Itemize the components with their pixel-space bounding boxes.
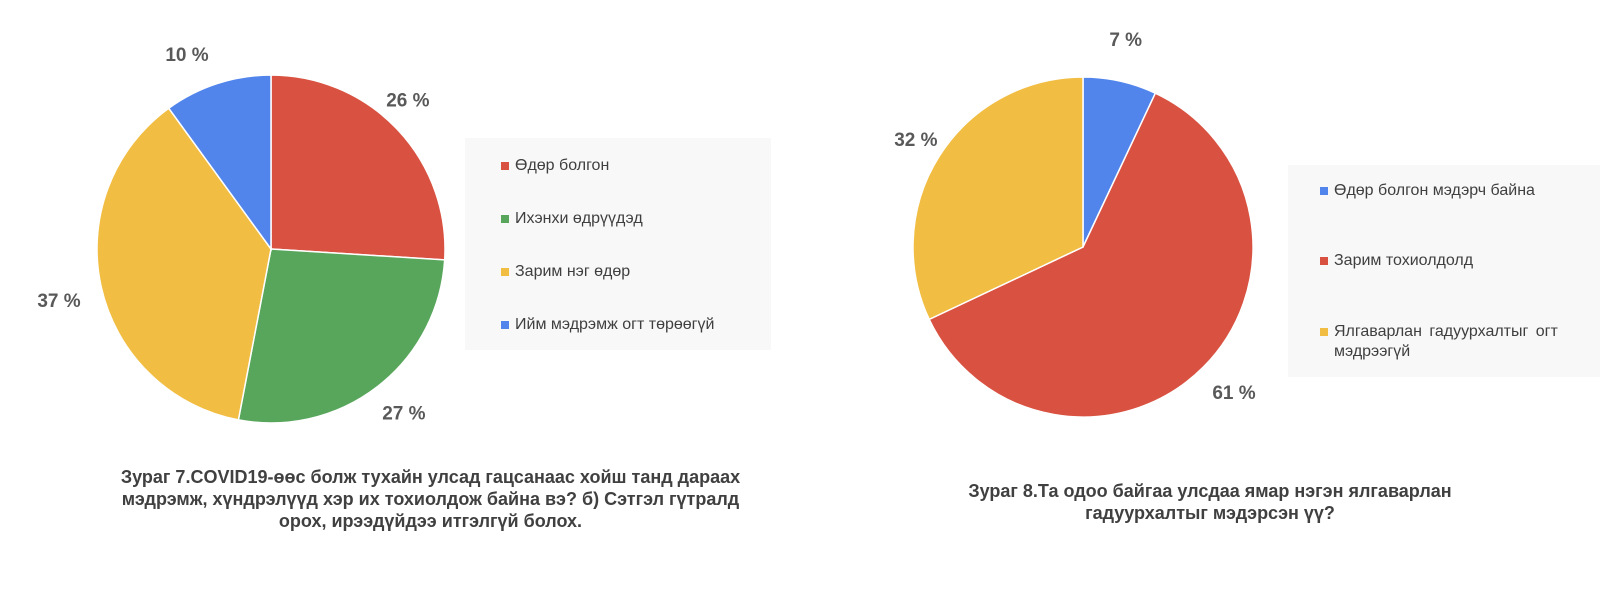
pie-slice-every-day	[270, 74, 446, 261]
legend-swatch	[1320, 257, 1328, 265]
caption-chart-1: Зураг 7.COVID19-өөс болж тухайн улсад га…	[120, 467, 741, 531]
data-label-feel-every-day: 7 %	[1109, 30, 1142, 51]
legend-swatch	[1320, 328, 1328, 336]
legend-item-never: Ийм мэдрэмж огт төрөөгүй	[501, 315, 714, 335]
legend-item-some-days: Зарим нэг өдөр	[501, 262, 630, 282]
legend-item-every-day: Өдөр болгон	[501, 156, 609, 176]
caption-chart-2: Зураг 8.Та одоо байгаа улсдаа ямар нэгэн…	[968, 481, 1452, 523]
data-label-most-days: 27 %	[382, 404, 425, 425]
legend-item-most-days: Ихэнхи өдрүүдэд	[501, 209, 643, 229]
legend-swatch	[501, 321, 509, 329]
pie-slice-never-felt	[912, 76, 1084, 321]
legend-item-some-cases: Зарим тохиолдолд	[1320, 251, 1473, 271]
legend-swatch	[1320, 187, 1328, 195]
legend-label: Зарим тохиолдолд	[1334, 252, 1474, 269]
legend-item-never-felt: Ялгаварлан гадуурхалтыг огт мэдрээгүй	[1320, 322, 1585, 362]
legend-label: Өдөр болгон	[515, 157, 610, 174]
data-label-every-day: 26 %	[386, 90, 429, 111]
legend-swatch	[501, 215, 509, 223]
legend-label: Ихэнхи өдрүүдэд	[515, 210, 643, 227]
legend-swatch	[501, 268, 509, 276]
legend-label: Ийм мэдрэмж огт төрөөгүй	[515, 316, 715, 333]
legend-label: Ялгаварлан гадуурхалтыг огт мэдрээгүй	[1334, 323, 1558, 360]
data-label-some-days: 37 %	[37, 291, 80, 312]
legend-label: Зарим нэг өдөр	[515, 263, 631, 280]
data-label-some-cases: 61 %	[1212, 383, 1255, 404]
pie-chart-discrimination: 7 % 61 % 32 %	[894, 30, 1256, 418]
pie-slice-most-days	[237, 248, 446, 424]
legend-chart-1: Өдөр болгон Ихэнхи өдрүүдэд Зарим нэг өд…	[465, 138, 771, 350]
legend-swatch	[501, 162, 509, 170]
legend-item-feel-every-day: Өдөр болгон мэдэрч байна	[1320, 181, 1535, 201]
pie-slice-never	[167, 74, 272, 252]
legend-label: Өдөр болгон мэдэрч байна	[1334, 182, 1535, 199]
data-label-never-felt: 32 %	[894, 130, 937, 151]
pie-chart-covid-feelings: 26 % 27 % 37 % 10 %	[37, 45, 446, 425]
legend-chart-2: Өдөр болгон мэдэрч байна Зарим тохиолдол…	[1288, 165, 1600, 377]
pie-slice-some-days	[96, 107, 272, 421]
pie-slice-some-cases	[928, 92, 1254, 418]
data-label-never: 10 %	[165, 45, 208, 66]
